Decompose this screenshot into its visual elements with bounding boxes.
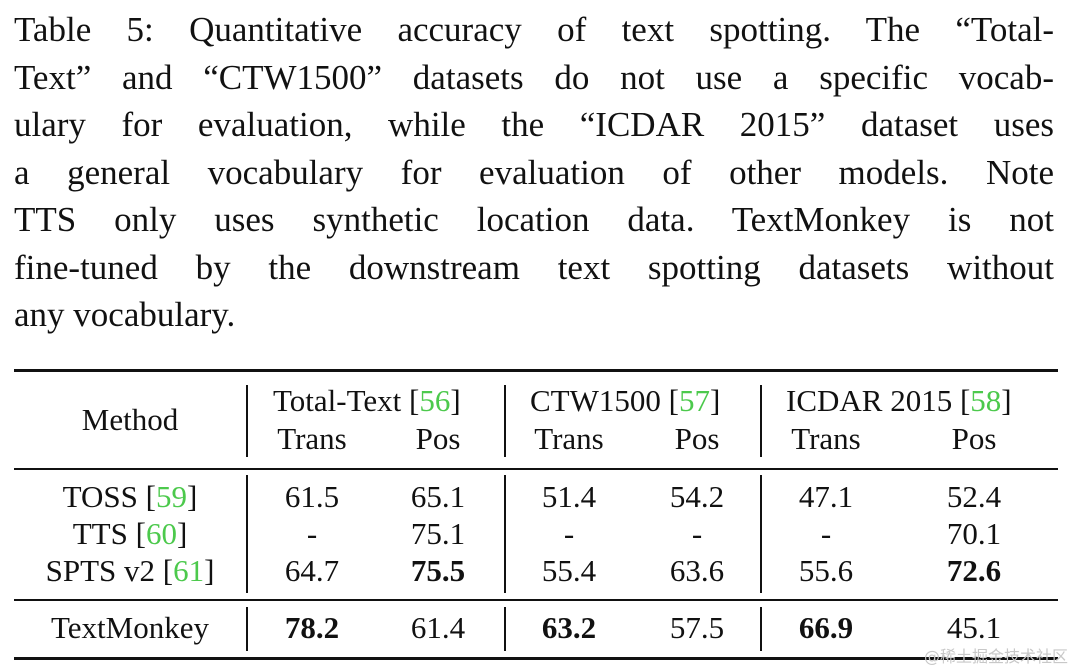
group-name: Total-Text [273,383,402,418]
citation-link[interactable]: 56 [419,383,451,418]
citation-link[interactable]: 60 [145,516,177,551]
caption-line: Text” and “CTW1500” datasets do not use … [14,57,1054,97]
table-cell: 78.2 [284,610,340,645]
column-separator [504,385,506,457]
method-name: TextMonkey [51,610,209,645]
column-separator [760,475,762,593]
group-name: CTW1500 [530,383,661,418]
citation-link[interactable]: 61 [173,553,205,588]
group-header: Total-Text [56] [273,383,461,418]
table-cell: 75.1 [410,516,466,551]
table-top-rule [14,369,1058,372]
table-cell: 55.6 [798,553,854,588]
sub-header: Pos [415,421,461,456]
table-cell: 70.1 [946,516,1002,551]
table-header-rule [14,468,1058,470]
caption-line: ulary for evaluation, while the “ICDAR 2… [14,105,1054,144]
table-cell: 75.5 [410,553,466,588]
sub-header: Trans [277,421,347,456]
method-header: Method [81,402,179,437]
table-cell: 72.6 [946,553,1002,588]
caption-line: Table 5: Quantitative accuracy of text s… [14,10,1054,49]
sub-header: Pos [674,421,720,456]
table-cell: 66.9 [798,610,854,645]
sub-header: Trans [791,421,861,456]
sub-header: Trans [534,421,604,456]
column-separator [504,475,506,593]
table-cell: 63.6 [669,553,725,588]
table-cell: 64.7 [284,553,340,588]
column-separator [760,385,762,457]
citation-link[interactable]: 59 [156,479,187,514]
caption-line: fine-tuned by the downstream text spotti… [14,247,1054,287]
column-separator [760,607,762,651]
method-name: TTS [60] [72,516,188,551]
method-label: TTS [72,516,128,551]
citation-link[interactable]: 57 [678,383,710,418]
group-name: ICDAR 2015 [786,383,953,418]
table-cell: 57.5 [669,610,725,645]
table-cell: 45.1 [946,610,1002,645]
column-separator [504,607,506,651]
table-cell: - [563,516,575,551]
table-cell: 51.4 [541,479,597,514]
sub-header: Pos [951,421,997,456]
caption-line: any vocabulary. [14,295,236,334]
group-header: CTW1500 [57] [530,383,721,418]
table-cell: - [820,516,832,551]
method-name: TOSS [59] [62,479,198,514]
table-cell: 55.4 [541,553,597,588]
table-cell: 52.4 [946,479,1002,514]
method-label: SPTS v2 [45,553,156,588]
table-caption: Table 5: Quantitative accuracy of text s… [14,6,1054,339]
citation-link[interactable]: 58 [970,383,1002,418]
table-bottom-rule [14,657,1058,660]
caption-line: a general vocabulary for evaluation of o… [14,152,1054,192]
table-ours-rule [14,599,1058,601]
table-cell: 65.1 [410,479,466,514]
table-cell: - [306,516,318,551]
group-header: ICDAR 2015 [58] [786,383,1012,418]
method-label: TOSS [62,479,138,514]
method-name: SPTS v2 [61] [45,553,215,588]
column-separator [246,607,248,651]
table-cell: - [691,516,703,551]
table-cell: 61.4 [410,610,466,645]
column-separator [246,385,248,457]
table-cell: 61.5 [284,479,340,514]
caption-line: TTS only uses synthetic location data. T… [14,200,1054,239]
table-cell: 54.2 [669,479,725,514]
table-cell: 47.1 [798,479,854,514]
watermark: @稀土掘金技术社区 [923,647,1068,666]
table-cell: 63.2 [541,610,597,645]
column-separator [246,475,248,593]
results-table: Method Total-Text [56] CTW1500 [57] ICDA… [14,369,1058,661]
